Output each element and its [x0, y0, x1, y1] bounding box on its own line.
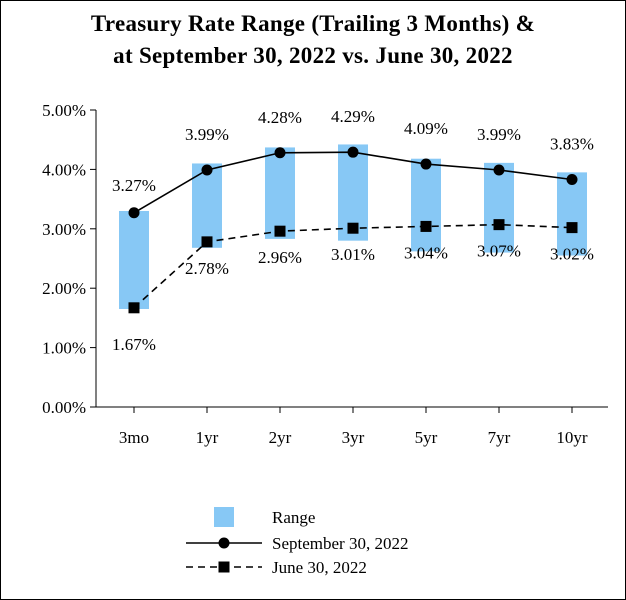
sep-2022-data-label: 4.28% [258, 108, 302, 127]
sep-2022-point [128, 207, 140, 219]
series-lines [128, 146, 578, 314]
sep-2022-data-label: 4.29% [331, 107, 375, 126]
sep-2022-point [566, 173, 578, 185]
sep-2022-point [274, 147, 286, 159]
range-bars [119, 144, 587, 309]
sep-2022-point [493, 164, 505, 176]
y-tick-label: 1.00% [42, 339, 86, 358]
x-tick-label: 7yr [488, 428, 511, 447]
x-tick-label: 3mo [119, 428, 149, 447]
jun-2022-point [347, 222, 359, 234]
jun-2022-data-label: 2.96% [258, 248, 302, 267]
x-tick-label: 5yr [415, 428, 438, 447]
sep-2022-point [420, 158, 432, 170]
jun-2022-data-label: 2.78% [185, 259, 229, 278]
y-tick-label: 0.00% [42, 398, 86, 417]
y-tick-label: 3.00% [42, 220, 86, 239]
jun-2022-point [128, 302, 140, 314]
x-tick-label: 1yr [196, 428, 219, 447]
legend-sep-marker [218, 537, 230, 549]
range-bar [265, 147, 295, 239]
jun-2022-point [493, 219, 505, 231]
y-tick-label: 5.00% [42, 101, 86, 120]
axes: 0.00% 1.00% 2.00% 3.00% 4.00% 5.00% 3mo 1yr 2yr 3… [42, 101, 608, 447]
jun-2022-data-label: 3.01% [331, 245, 375, 264]
chart-title: Treasury Rate Range (Trailing 3 Months) … [0, 8, 626, 72]
chart-title-line-1: Treasury Rate Range (Trailing 3 Months) … [90, 11, 536, 36]
range-bar [557, 172, 587, 256]
jun-2022-point [566, 222, 578, 234]
sep-2022-data-label: 3.99% [185, 125, 229, 144]
x-tick-label: 3yr [342, 428, 365, 447]
x-tick-label: 10yr [556, 428, 588, 447]
range-bar [484, 162, 514, 253]
sep-2022-data-label: 3.27% [112, 176, 156, 195]
legend-range-label: Range [272, 508, 315, 527]
jun-2022-point [201, 236, 213, 248]
data-labels: 3.27% 3.99% 4.28% 4.29% 4.09% 3.99% 3.83% 1.67%… [112, 107, 594, 354]
sep-2022-data-label: 4.09% [404, 119, 448, 138]
jun-2022-data-label: 1.67% [112, 335, 156, 354]
legend-jun-marker [218, 561, 230, 573]
sep-2022-data-label: 3.83% [550, 134, 594, 153]
sep-2022-point [201, 164, 213, 176]
chart-title-line-2: at September 30, 2022 vs. June 30, 2022 [113, 43, 513, 68]
legend-sep-label: September 30, 2022 [272, 534, 408, 553]
y-tick-label: 4.00% [42, 160, 86, 179]
jun-2022-data-label: 3.07% [477, 242, 521, 261]
range-bar [119, 210, 149, 309]
sep-2022-data-label: 3.99% [477, 125, 521, 144]
legend-range-swatch [214, 507, 234, 527]
range-bar [192, 163, 222, 248]
legend-jun-label: June 30, 2022 [272, 558, 367, 577]
legend: Range September 30, 2022 June 30, 2022 [186, 507, 408, 577]
range-bar [411, 158, 441, 252]
jun-2022-data-label: 3.04% [404, 243, 448, 262]
jun-2022-point [274, 225, 286, 237]
sep-2022-point [347, 146, 359, 158]
y-tick-label: 2.00% [42, 279, 86, 298]
jun-2022-data-label: 3.02% [550, 245, 594, 264]
x-tick-label: 2yr [269, 428, 292, 447]
jun-2022-point [420, 220, 432, 232]
